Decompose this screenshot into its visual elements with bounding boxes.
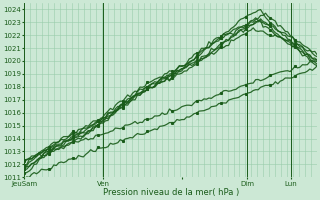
X-axis label: Pression niveau de la mer( hPa ): Pression niveau de la mer( hPa ) [103,188,239,197]
